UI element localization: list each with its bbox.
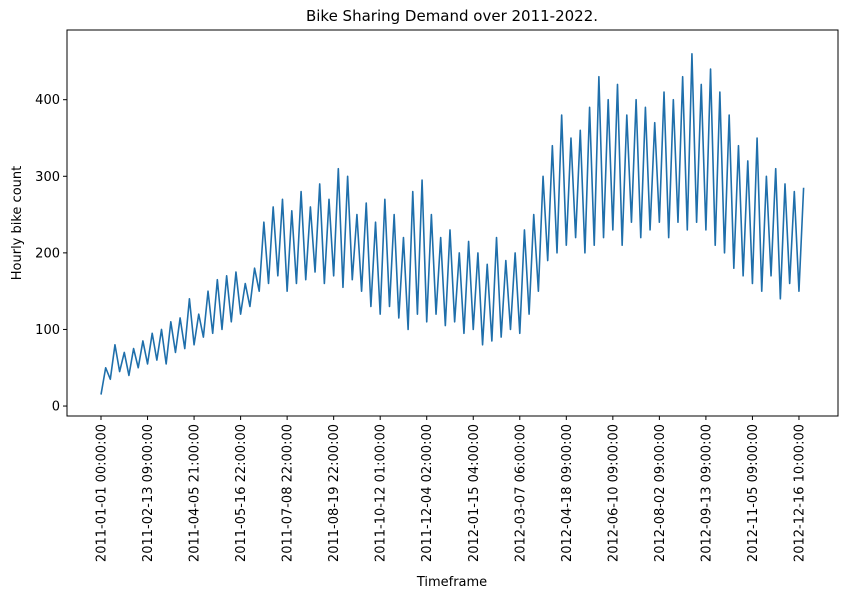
x-tick-label: 2012-04-18 09:00:00 [560,424,575,562]
x-tick-label: 2011-01-01 00:00:00 [95,424,110,562]
y-tick-label: 100 [35,323,60,338]
x-tick-label: 2011-05-16 22:00:00 [234,424,249,562]
y-axis-label: Hourly bike count [10,166,25,281]
x-tick-label: 2012-06-10 09:00:00 [606,424,621,562]
x-tick-label: 2011-02-13 09:00:00 [141,424,156,562]
x-tick-label: 2011-08-19 22:00:00 [327,424,342,562]
x-tick-label: 2011-10-12 01:00:00 [374,424,389,562]
x-tick-label: 2012-01-15 04:00:00 [467,424,482,562]
x-axis-label: Timeframe [416,575,487,590]
x-tick-label: 2012-11-05 09:00:00 [746,424,761,562]
x-tick-label: 2012-08-02 09:00:00 [653,424,668,562]
x-tick-label: 2012-12-16 10:00:00 [792,424,807,562]
y-tick-label: 200 [35,246,60,261]
x-tick-label: 2011-07-08 22:00:00 [281,424,296,562]
x-tick-label: 2011-12-04 02:00:00 [420,424,435,562]
y-tick-label: 0 [52,400,60,415]
x-tick-label: 2012-09-13 09:00:00 [699,424,714,562]
x-tick-label: 2011-04-05 21:00:00 [188,424,203,562]
y-tick-label: 300 [35,170,60,185]
data-line [100,52,805,395]
x-tick-label: 2012-03-07 06:00:00 [513,424,528,562]
chart-title: Bike Sharing Demand over 2011-2022. [306,7,598,25]
plot-frame [66,29,839,417]
y-tick-label: 400 [35,93,60,108]
